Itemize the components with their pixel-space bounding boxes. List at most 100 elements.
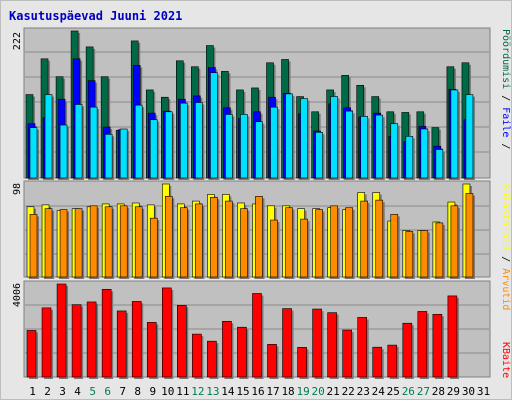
x-tick-label: 6 (104, 385, 111, 398)
bar-kbytes (252, 293, 262, 378)
bar-pages (375, 114, 384, 179)
bar-sites (44, 208, 53, 278)
bar-kbytes (86, 301, 97, 378)
bar-pages (164, 111, 173, 179)
bar-pages (89, 106, 98, 179)
bar-sites (59, 209, 68, 278)
bar-pages (180, 102, 188, 179)
bar-pages (270, 106, 278, 179)
x-tick-label: 14 (221, 385, 235, 398)
bar-sites (300, 218, 308, 278)
x-tick-label: 10 (161, 385, 174, 398)
legend-bot: KBaite (500, 342, 511, 378)
bar-kbytes (56, 283, 67, 378)
x-tick-label: 29 (447, 385, 460, 398)
x-tick-label: 24 (372, 385, 386, 398)
x-tick-label: 1 (29, 385, 36, 398)
x-tick-label: 18 (281, 385, 294, 398)
x-tick-label: 15 (236, 385, 249, 398)
bar-pages (44, 94, 53, 179)
x-tick-label: 23 (357, 385, 370, 398)
x-tick-label: 13 (206, 385, 219, 398)
bar-sites (375, 199, 384, 278)
bar-sites (180, 207, 188, 278)
legend-separator: / (500, 250, 511, 268)
bar-kbytes (71, 304, 82, 378)
bar-kbytes (26, 330, 37, 378)
bar-sites (420, 230, 429, 278)
y-max-label-visits: 98 (12, 183, 23, 195)
x-tick-label: 4 (74, 385, 81, 398)
legend-kbytes: KBaite (500, 342, 511, 378)
bar-sites (330, 205, 338, 278)
x-tick-label: 25 (387, 385, 400, 398)
bar-pages (315, 132, 323, 179)
x-tick-label: 27 (417, 385, 430, 398)
bar-kbytes (417, 311, 428, 378)
bar-kbytes (267, 344, 277, 378)
bar-sites (164, 196, 173, 278)
bar-kbytes (161, 287, 172, 378)
bar-sites (89, 205, 98, 278)
bar-kbytes (402, 322, 413, 378)
bar-kbytes (357, 317, 368, 378)
legend-separator: / (500, 89, 511, 107)
bar-sites (119, 205, 128, 278)
bar-pages (225, 114, 233, 179)
bar-sites (285, 207, 293, 278)
bar-sites (195, 203, 203, 278)
y-max-label-kbytes: 4006 (12, 283, 23, 307)
chart-title: Kasutuspäevad Juuni 2021 (9, 9, 182, 23)
x-tick-label: 17 (266, 385, 279, 398)
bar-kbytes (146, 322, 157, 378)
bar-kbytes (342, 329, 352, 378)
legend-mid: Külastajaid / Arvutid (500, 184, 511, 310)
bar-pages (300, 98, 308, 179)
bar-sites (225, 200, 233, 278)
bar-kbytes (192, 333, 202, 378)
bar-sites (450, 205, 459, 278)
bar-pages (450, 89, 459, 179)
x-tick-label: 30 (462, 385, 475, 398)
bar-pages (74, 104, 83, 179)
x-tick-label: 22 (342, 385, 355, 398)
bar-pages (420, 128, 429, 179)
bar-kbytes (447, 295, 458, 378)
x-tick-label: 26 (402, 385, 415, 398)
bar-sites (134, 206, 143, 278)
bar-kbytes (116, 310, 127, 378)
x-tick-label: 16 (251, 385, 264, 398)
legend-top: Pöördumisi / Faile / (500, 29, 511, 149)
bar-sites (315, 209, 323, 278)
bar-pages (210, 72, 218, 179)
bar-sites (360, 200, 369, 278)
bar-sites (104, 206, 113, 278)
bar-pages (29, 127, 38, 179)
bar-sites (345, 207, 353, 278)
x-tick-label: 31 (477, 385, 490, 398)
bar-sites (149, 217, 158, 278)
legend-visits: Külastajaid (500, 184, 511, 250)
bar-pages (435, 149, 444, 179)
bar-pages (104, 133, 113, 179)
bar-pages (465, 94, 474, 179)
y-max-label-hits: 222 (12, 32, 23, 50)
bar-pages (390, 123, 399, 179)
bar-sites (240, 208, 248, 278)
bar-kbytes (207, 340, 217, 378)
x-tick-label: 12 (191, 385, 204, 398)
bar-pages (195, 102, 203, 179)
bar-sites (74, 208, 83, 278)
bar-kbytes (387, 344, 398, 378)
legend-files: Faile (500, 107, 511, 137)
bar-sites (435, 222, 444, 278)
bar-sites (270, 219, 278, 278)
bar-kbytes (177, 304, 187, 378)
bar-pages (330, 96, 338, 179)
x-tick-label: 28 (432, 385, 445, 398)
bar-pages (255, 121, 263, 179)
bar-kbytes (432, 313, 443, 378)
bar-kbytes (41, 307, 52, 378)
bar-pages (134, 104, 143, 179)
